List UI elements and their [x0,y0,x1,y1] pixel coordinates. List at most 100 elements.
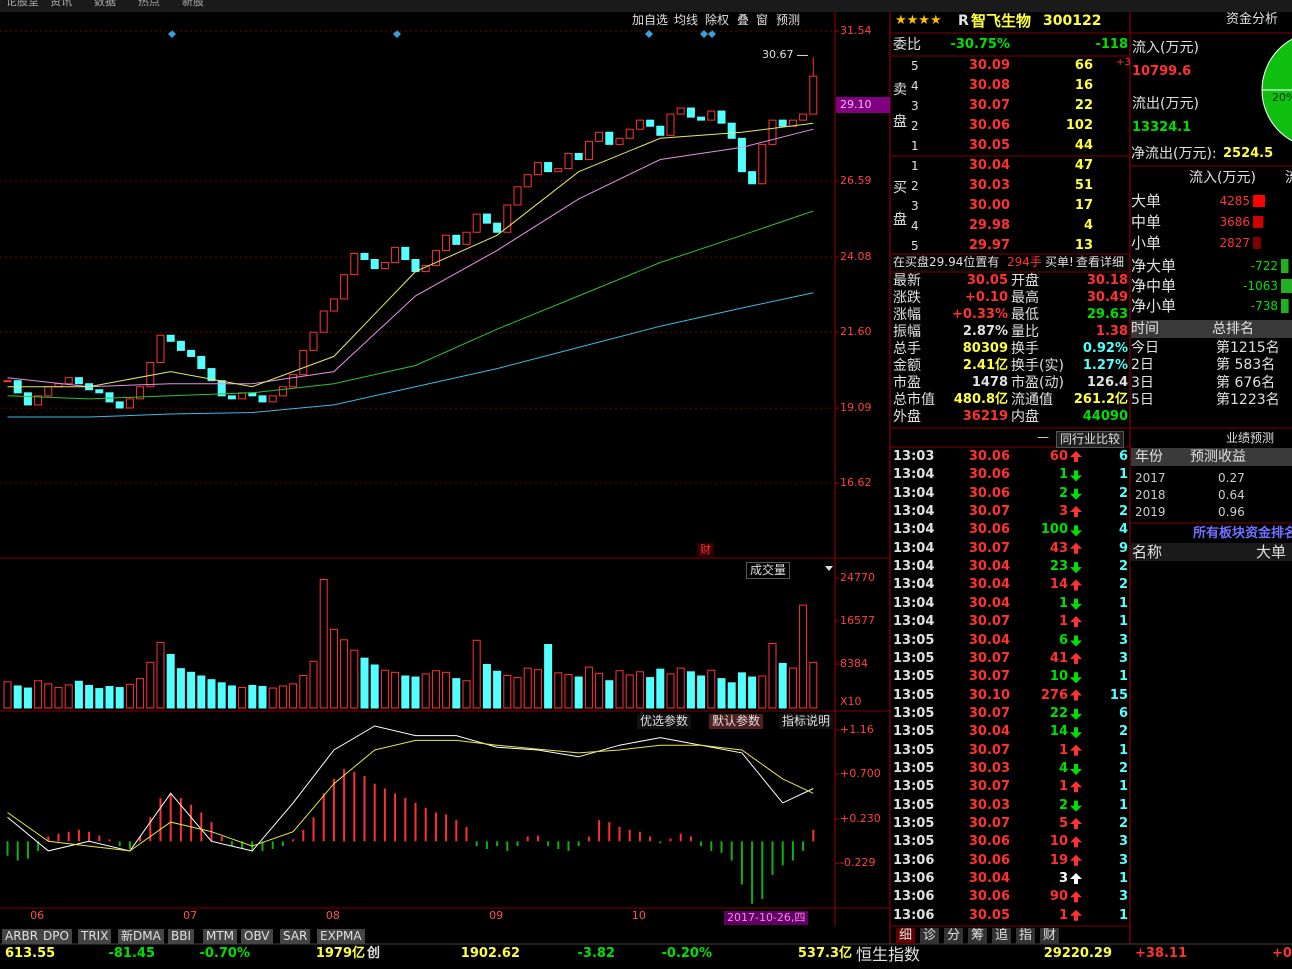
candle [105,392,114,403]
order-bar [1253,237,1261,249]
candle [227,395,236,400]
stat-label: 涨跌 [893,289,921,306]
tick-volume: 14 [1049,724,1068,740]
tick-time: 13:06 [893,907,935,923]
tick-volume: 2 [1058,485,1068,501]
collapse[interactable]: — [1037,429,1049,444]
order-bar [1253,195,1265,207]
indicator-button[interactable]: 默认参数 [709,713,764,729]
volume-bar [13,685,22,709]
toolbar-tab[interactable]: 新股 [182,0,204,8]
tick-price: 30.07 [968,614,1010,630]
toolbar-tab[interactable]: 论股堂 [6,0,39,8]
stat-value: 80309 [962,341,1008,356]
volume-unit: X10 [840,695,862,708]
order-price: 30.05 [968,138,1010,153]
tick-count: 4 [1118,522,1128,538]
forecast-header: 年份 [1135,448,1163,465]
tick-direction [1070,470,1082,482]
stat-label: 量比 [1011,323,1039,340]
y-tick-label: 24770 [840,571,875,585]
toolbar-button[interactable]: 除权 [705,12,730,27]
status-item: 1979亿 [315,946,365,961]
tick-price: 30.03 [968,760,1010,776]
candle [115,401,124,409]
candle [727,122,736,139]
detail-tab[interactable]: 诊 [920,928,940,944]
indicator-button[interactable]: 指标说明 [779,713,834,729]
toolbar-button[interactable]: 均线 [674,12,699,27]
flow-label: 流入(万元) [1132,39,1199,56]
tick-price: 30.07 [968,816,1010,831]
toolbar-tab[interactable]: 数据 [94,0,116,8]
tick-time: 13:05 [893,834,935,850]
indicator-tab[interactable]: 新DMA [118,928,164,944]
volume-bar [187,671,196,709]
toolbar-tab[interactable]: 资讯 [50,0,72,8]
indicator-button[interactable]: 优选参数 [637,713,692,729]
detail-tab[interactable]: 分 [944,928,964,944]
indicator-tab[interactable]: BBI [168,928,195,944]
toolbar-button[interactable]: 叠 [737,12,750,27]
volume-bar [289,683,298,709]
toolbar-button[interactable]: 窗 [756,12,769,27]
volume-selector[interactable]: 成交量 [746,561,791,579]
order-value: 4285 [1219,193,1250,208]
volume-bar [605,680,614,709]
notice-link[interactable]: 查看详细 [1076,254,1125,269]
candle [523,174,532,188]
toolbar-button[interactable]: 加自选 [632,12,669,27]
tick-time: 13:06 [893,889,935,905]
indicator-tab[interactable]: DPO [40,928,72,944]
indicator-tab[interactable]: OBV [241,928,273,944]
candle [380,262,389,270]
stat-label: 换手(实) [1011,357,1064,374]
indicator-tab[interactable]: TRIX [78,928,112,944]
tick-volume: 4 [1058,760,1068,776]
volume-bar [238,687,247,709]
volume-bar [697,675,706,709]
sector-title[interactable]: 所有板块资金排名 [1193,526,1292,541]
tick-time: 13:04 [893,485,935,501]
candle [737,137,746,173]
y-tick-label: 31.54 [840,24,872,38]
net-type: 净中单 [1131,277,1177,295]
volume-bar [156,641,165,709]
volume-bar [646,677,655,709]
indicator-tab[interactable]: SAR [280,928,311,944]
indicator-tab[interactable]: EXPMA [317,928,365,944]
forecast-value: 0.96 [1218,504,1245,519]
detail-tab[interactable]: 指 [1016,928,1036,944]
level: 4 [911,218,919,233]
volume-bar [350,649,359,709]
tick-price: 30.04 [968,559,1010,575]
tick-count: 6 [1118,705,1128,721]
tick-count: 1 [1118,742,1128,758]
label: 委比 [893,36,921,53]
detail-tab[interactable]: 追 [992,928,1012,944]
stat-value: 30.05 [966,273,1008,288]
x-tick-label: 07 [183,909,198,922]
toolbar-tab[interactable]: 热点 [138,0,160,8]
compare-button[interactable]: 同行业比较 [1056,430,1125,448]
tick-direction [1070,652,1082,664]
detail-tab[interactable]: 筹 [968,928,988,944]
indicator-tab[interactable]: MTM [203,928,238,944]
volume-bar [625,674,634,709]
tick-direction [1070,744,1082,756]
candle [544,162,553,173]
tick-count: 1 [1118,614,1128,630]
volume-bar [758,675,767,709]
tick-direction [1070,506,1082,518]
status-item: 613.55 [5,946,56,961]
indicator-tab[interactable]: ARBR [2,928,42,944]
candle [370,259,379,270]
toolbar-button[interactable]: 预测 [776,12,801,27]
stat-label: 市盈(动) [1011,374,1064,391]
rating-stars: ★★★★ [895,13,942,28]
detail-tab[interactable]: 细 [896,928,916,944]
candle [278,386,287,397]
detail-tab[interactable]: 财 [1040,928,1060,944]
tick-count: 9 [1118,540,1128,556]
volume-bar [431,670,440,709]
